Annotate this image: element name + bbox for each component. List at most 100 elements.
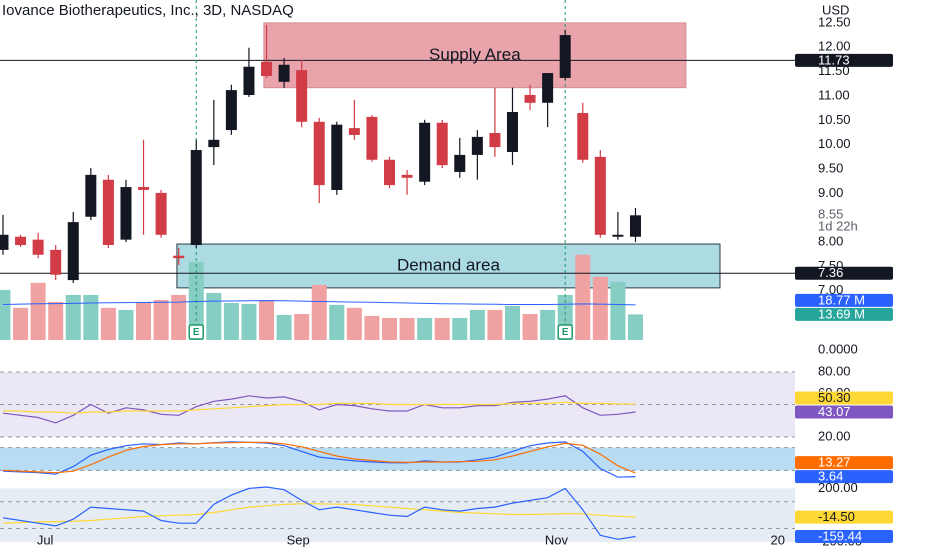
volume-bar [100, 307, 116, 340]
volume-bar [504, 306, 520, 340]
price-badge-label: -14.50 [818, 509, 855, 524]
candle-body [243, 66, 255, 95]
price-badge-label: 13.69 M [818, 306, 865, 321]
candle-body [436, 122, 448, 166]
y-tick-label: 8.00 [818, 234, 843, 249]
price-badge [795, 266, 893, 280]
y-tick-label: 10.00 [818, 136, 851, 151]
indicator-band [0, 488, 795, 542]
volume-bar [417, 317, 433, 340]
candle-body [559, 35, 571, 78]
y-tick-label: 80.00 [818, 363, 851, 378]
countdown-label: 1d 22h [818, 219, 858, 234]
price-badge-label: 43.07 [818, 404, 851, 419]
candle-body [489, 132, 501, 148]
volume-bar [118, 309, 134, 340]
volume-bar [346, 307, 362, 340]
volume-bar [276, 314, 292, 340]
volume-bar [452, 317, 468, 340]
volume-bar [259, 300, 275, 340]
volume-bar [171, 294, 187, 340]
indicator-line [2, 503, 636, 524]
candle-body [173, 255, 185, 259]
candle-body [594, 156, 606, 235]
volume-bar [206, 292, 222, 340]
candle-body [419, 122, 431, 182]
price-badge [795, 53, 893, 67]
zone [263, 22, 687, 89]
indicator-line [2, 441, 636, 474]
candle-body [50, 249, 62, 275]
currency-label: USD [822, 2, 849, 17]
y-tick-label: 0.0000 [818, 341, 858, 356]
y-tick-label: 12.00 [818, 39, 851, 54]
candle-body [577, 113, 589, 160]
candle-body [629, 215, 641, 237]
candle-body [471, 136, 483, 155]
volume-bar [399, 317, 415, 340]
volume-bar [469, 309, 485, 340]
volume-bar [627, 314, 643, 340]
candle-body [348, 128, 360, 135]
x-tick-label: Sep [287, 532, 310, 547]
volume-bar [434, 317, 450, 340]
y-tick-label: 12.50 [818, 14, 851, 29]
volume-bar [136, 301, 152, 340]
volume-bar [294, 314, 310, 340]
price-badge [795, 405, 893, 419]
candle-body [155, 192, 167, 235]
candle-body [524, 94, 536, 103]
volume-bar [223, 303, 239, 340]
price-badge-label: 11.73 [818, 52, 850, 67]
zone-label: Demand area [397, 255, 501, 274]
indicator-line [2, 395, 636, 424]
chart-layer: 0.0000 18.77 M13.69 M Supply Area Demand ar… [0, 0, 893, 548]
volume-bar [487, 309, 503, 340]
volume-bar [311, 284, 327, 340]
candle-body [506, 112, 518, 152]
price-badge [795, 293, 893, 307]
indicator-line [2, 300, 636, 306]
candle-body [32, 239, 44, 255]
price-badge-label: 18.77 M [818, 292, 865, 307]
volume-bar [522, 314, 538, 340]
volume-bar [48, 301, 64, 340]
y-tick-label: 11.00 [818, 87, 850, 102]
candle-body [401, 174, 413, 178]
y-tick-label: 200.00 [818, 480, 858, 495]
candle-body [0, 234, 9, 250]
candle-body [296, 70, 308, 122]
indicator-line [2, 486, 636, 540]
candle-body [261, 61, 273, 76]
candle-body [366, 116, 378, 160]
volume-bar [65, 294, 81, 340]
candle-body [542, 73, 554, 103]
indicator-line [3, 401, 636, 414]
price-badge-label: 3.64 [818, 469, 843, 484]
last-price-label: 8.55 [818, 207, 843, 222]
volume-bar [364, 315, 380, 340]
price-badge [795, 510, 893, 524]
candle-body [384, 159, 396, 186]
price-badge [795, 470, 893, 484]
candle-body [612, 234, 624, 237]
price-badge [795, 456, 893, 470]
candle-body [102, 179, 114, 246]
volume-bar [329, 304, 345, 340]
price-badge-label: -159.44 [818, 528, 862, 543]
y-tick-label: 10.50 [818, 112, 851, 127]
volume-bar [575, 254, 591, 340]
zone-label: Supply Area [429, 45, 521, 64]
candle-body [454, 154, 466, 172]
candle-body [85, 174, 97, 217]
candle-body [208, 139, 220, 148]
candle-body [278, 64, 290, 82]
event-badge-label: E [562, 327, 569, 338]
candle-body [67, 222, 79, 281]
candle-body [120, 187, 132, 240]
candle-body [15, 236, 27, 246]
y-tick-label: 20.00 [818, 428, 851, 443]
event-badge-label: E [193, 327, 200, 338]
price-badge [795, 530, 893, 544]
volume-bar [382, 317, 398, 340]
